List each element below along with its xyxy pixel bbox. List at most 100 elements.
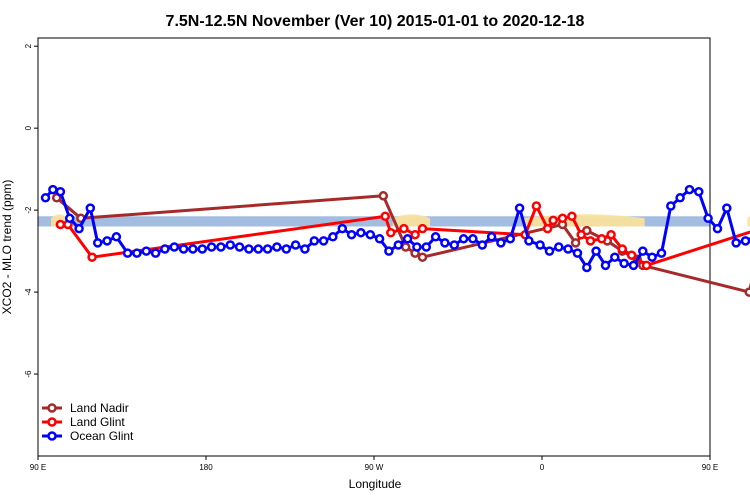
data-point-land-glint [576,229,586,240]
data-point-ocean-glint [85,203,96,213]
series-layer [40,184,750,297]
data-point-ocean-glint [563,244,573,254]
data-point-ocean-glint [554,242,564,252]
land-mask-patch [747,215,750,227]
legend-item-land-nadir: Land Nadir [42,401,129,415]
data-point-land-glint [585,236,596,246]
data-point-ocean-glint [675,193,685,203]
data-point-ocean-glint [477,240,488,250]
data-point-ocean-glint [374,234,385,244]
data-point-ocean-glint [253,244,264,254]
data-point-ocean-glint [74,223,84,234]
data-point-ocean-glint [430,232,441,242]
data-point-ocean-glint [591,246,601,256]
data-point-ocean-glint [225,240,236,250]
data-point-ocean-glint [496,238,506,248]
y-tick-label: -4 [24,288,33,296]
data-point-land-glint [617,244,628,254]
x-tick-label: 90 W [365,463,384,472]
data-point-ocean-glint [731,238,741,248]
data-point-ocean-glint [92,238,103,248]
data-point-ocean-glint [102,236,112,246]
data-point-ocean-glint [544,246,555,256]
data-point-land-glint [399,223,409,234]
y-tick-label: 2 [24,43,33,48]
data-point-ocean-glint [572,248,583,258]
legend: Land Nadir Land Glint Ocean Glint [42,401,134,443]
data-point-ocean-glint [272,242,282,252]
x-tick-label: 0 [540,463,545,472]
data-point-land-glint [417,223,428,234]
data-point-ocean-glint [619,258,629,269]
land-mask-patch [392,214,430,227]
data-point-ocean-glint [132,248,142,258]
data-point-land-glint [386,227,396,238]
data-point-ocean-glint [40,193,51,203]
legend-marker-ocean-glint [47,431,57,441]
data-point-land-glint [606,229,616,240]
x-tick-label: 90 E [702,463,718,472]
data-point-ocean-glint [458,234,469,244]
legend-label-land-nadir: Land Nadir [70,401,129,415]
data-point-land-glint [596,234,607,244]
data-point-land-glint [542,223,553,234]
data-point-ocean-glint [160,244,170,254]
data-point-ocean-glint [694,186,704,197]
data-point-ocean-glint [402,234,413,244]
land-band [38,216,710,227]
data-point-land-nadir [570,238,581,248]
data-point-land-glint [567,211,577,222]
data-point-ocean-glint [684,184,695,195]
data-point-ocean-glint [64,213,75,224]
data-point-ocean-glint [440,238,450,248]
data-point-ocean-glint [290,240,301,250]
data-point-ocean-glint [384,246,394,256]
data-point-ocean-glint [393,240,404,250]
data-point-ocean-glint [48,184,58,195]
data-point-land-glint [87,252,97,262]
data-point-ocean-glint [656,248,667,258]
data-point-land-nadir [378,191,389,201]
data-point-ocean-glint [600,260,611,271]
y-axis: 2 0 -2 -4 -6 [24,43,38,378]
data-point-ocean-glint [703,213,713,224]
data-point-ocean-glint [647,252,657,262]
data-point-ocean-glint [740,236,750,246]
legend-label-land-glint: Land Glint [70,415,125,429]
legend-item-ocean-glint: Ocean Glint [42,429,134,443]
legend-marker-land-glint [47,417,57,427]
y-axis-label: XCO2 - MLO trend (ppm) [0,180,14,315]
data-point-ocean-glint [628,260,639,271]
data-point-ocean-glint [309,236,320,246]
data-point-land-nadir [400,242,411,252]
data-point-ocean-glint [712,223,723,234]
data-point-land-glint [641,260,652,271]
data-point-ocean-glint [318,236,329,246]
data-point-ocean-glint [197,244,208,254]
data-point-ocean-glint [141,246,152,256]
data-point-ocean-glint [281,244,292,254]
series-land-glint [55,201,750,271]
y-tick-label: -2 [24,206,33,214]
data-point-ocean-glint [638,246,648,256]
data-point-ocean-glint [666,201,676,211]
data-point-ocean-glint [505,234,516,244]
plot-frame [37,37,711,457]
data-point-land-glint [55,219,66,230]
data-point-ocean-glint [582,262,592,273]
data-point-ocean-glint [356,227,366,238]
data-point-land-glint [626,250,637,260]
data-point-ocean-glint [122,248,133,258]
data-point-ocean-glint [412,242,422,252]
series-ocean-glint [40,184,750,273]
data-point-ocean-glint [216,242,226,252]
data-point-ocean-glint [206,242,217,252]
y-tick-label: 0 [24,125,33,130]
data-point-ocean-glint [449,240,460,250]
data-point-land-glint [548,215,558,226]
data-point-ocean-glint [722,203,732,213]
data-point-ocean-glint [365,229,376,240]
data-point-ocean-glint [150,248,161,258]
data-point-ocean-glint [111,232,122,242]
data-point-land-glint [410,229,420,240]
